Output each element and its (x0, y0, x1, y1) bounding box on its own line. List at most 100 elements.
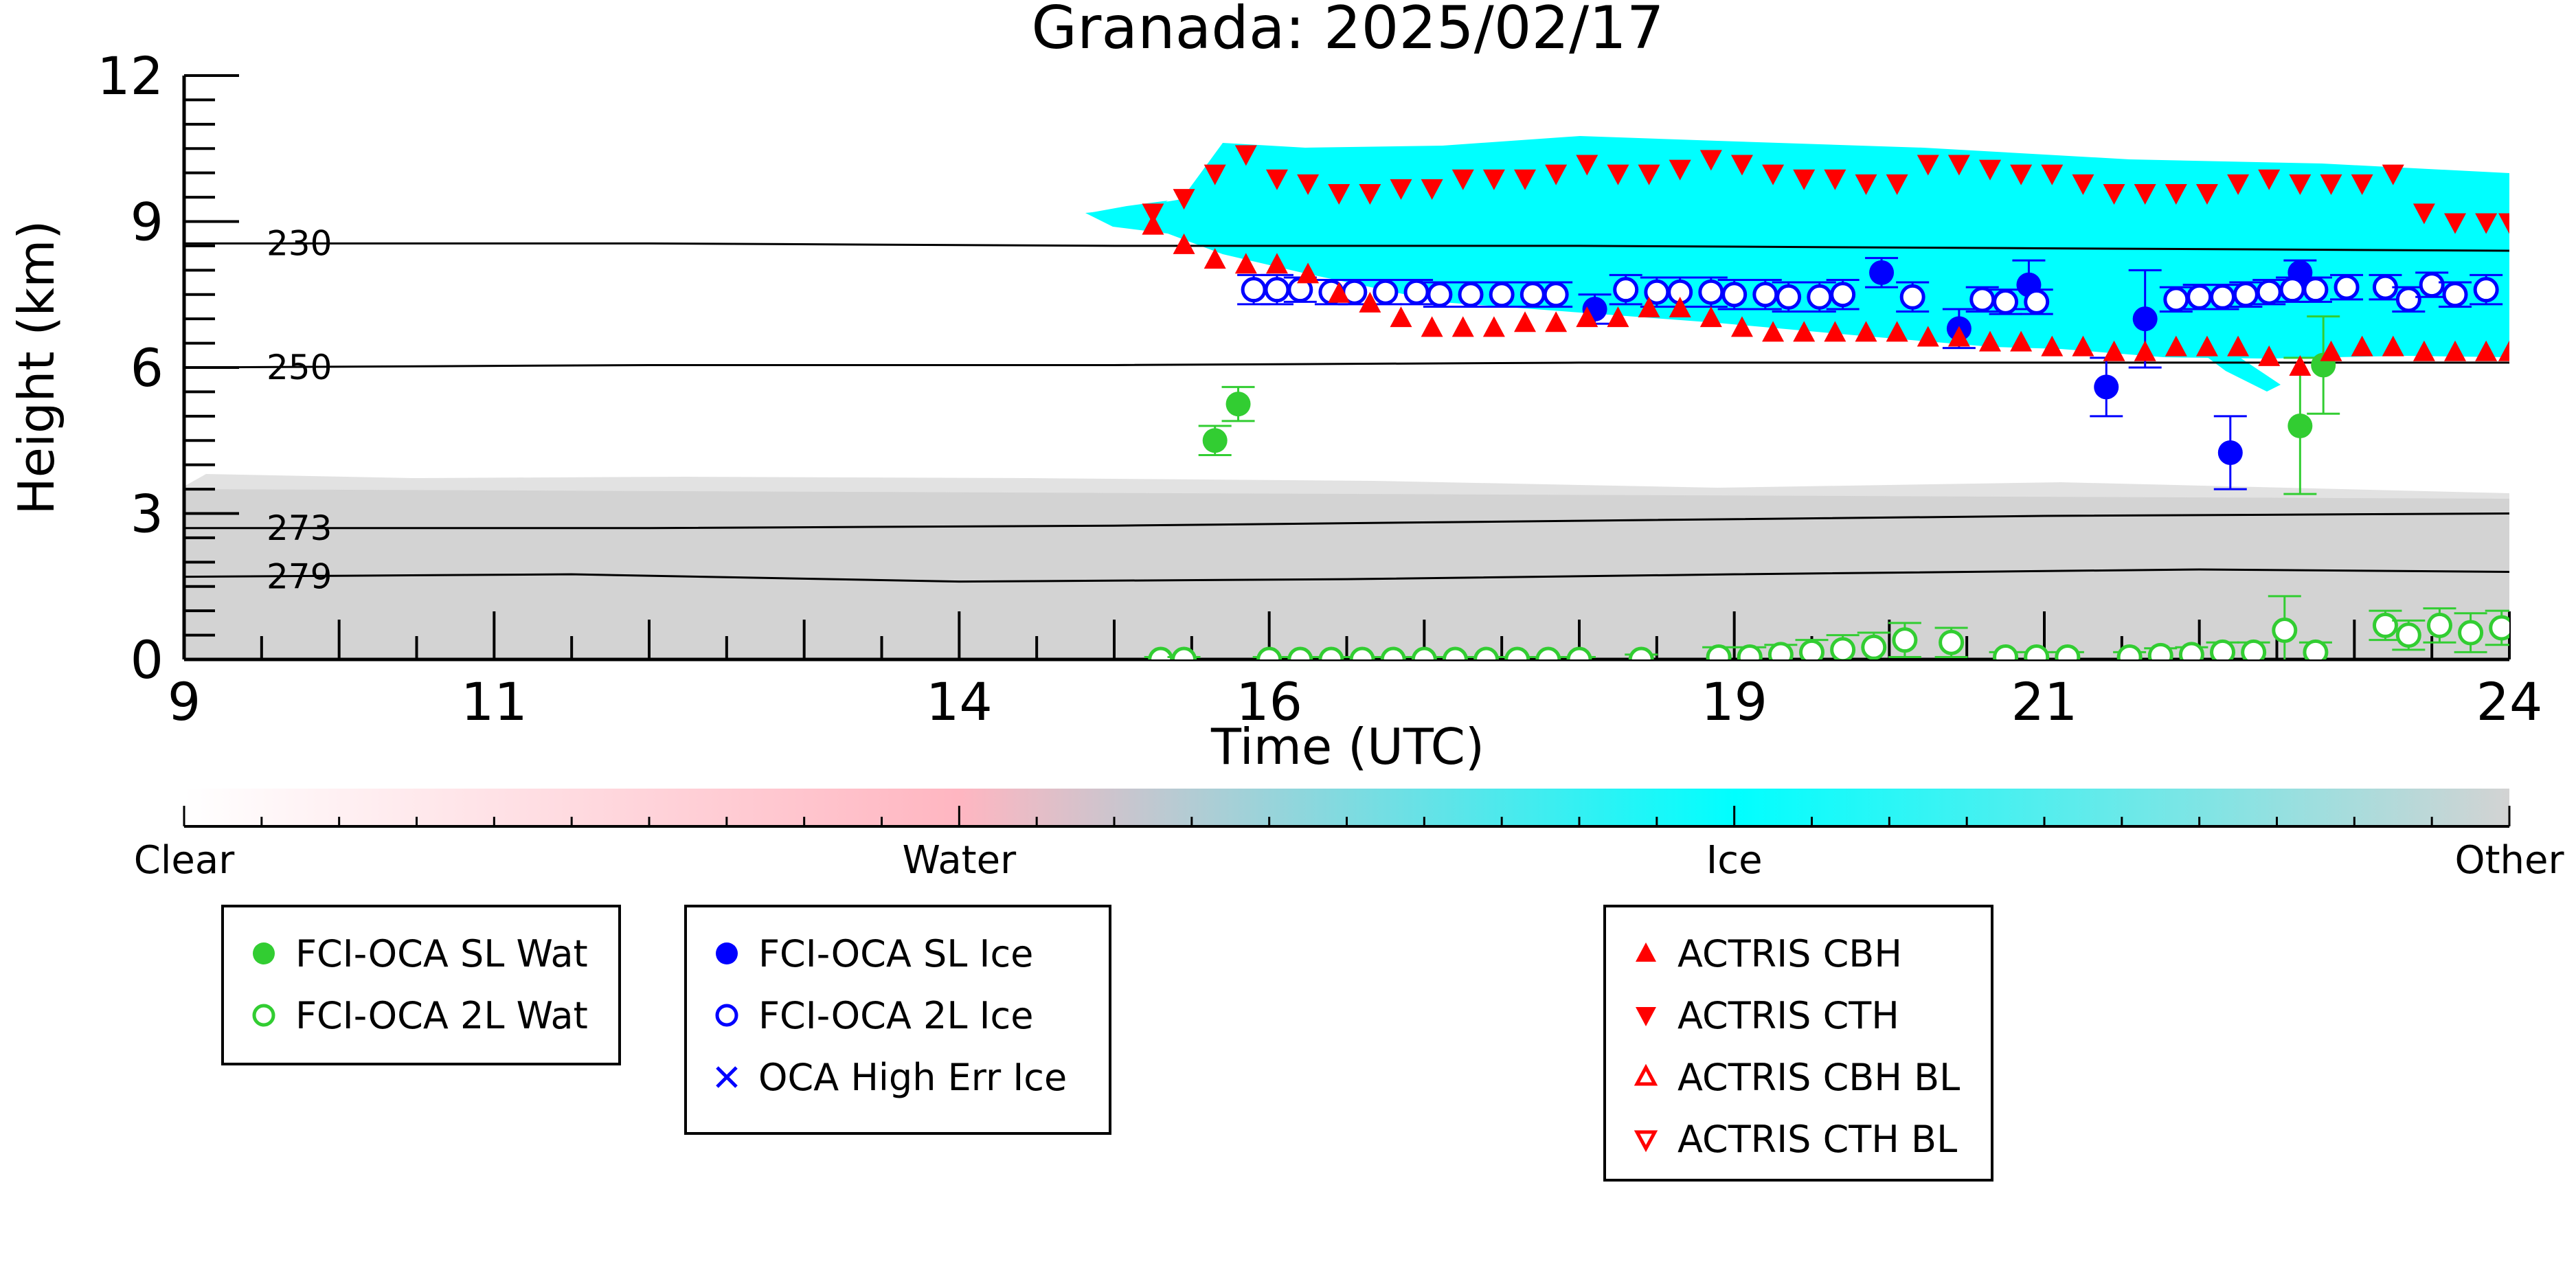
data-point (2382, 335, 2404, 357)
series-actris-cbh (1142, 214, 2509, 376)
data-point (1171, 646, 1197, 659)
data-point (1917, 155, 1939, 176)
data-point (1669, 297, 1691, 317)
data-point (1427, 282, 1453, 308)
data-point (1917, 326, 1939, 347)
data-point (1256, 646, 1283, 659)
chart-title: Granada: 2025/02/17 (1031, 0, 1664, 63)
data-point (2178, 642, 2204, 659)
legend-label: FCI-OCA 2L Wat (295, 993, 588, 1037)
data-point (2217, 440, 2243, 465)
data-point (1566, 646, 1592, 659)
colorbar-label: Clear (134, 838, 235, 883)
open-circle-icon (252, 1004, 275, 1027)
data-point (1411, 646, 1437, 659)
data-point (1234, 253, 1257, 274)
data-point (1173, 233, 1195, 254)
data-point (1721, 282, 1748, 308)
filled-circle-icon (716, 942, 738, 964)
data-point (2372, 612, 2398, 638)
y-tick-label: 0 (131, 629, 163, 690)
data-point (1993, 644, 2019, 659)
data-point (2010, 164, 2033, 185)
data-point (2024, 644, 2050, 659)
data-point (2165, 184, 2187, 205)
data-point (2444, 340, 2467, 361)
data-point (1173, 189, 1195, 210)
data-point (1886, 321, 1908, 342)
data-point (2475, 340, 2498, 361)
isotherm-line-230 (184, 242, 2510, 252)
data-point (1482, 169, 1505, 190)
isotherm-line-273 (184, 512, 2510, 530)
data-point (1519, 282, 1546, 308)
data-point (2116, 644, 2143, 659)
x-tick-label: 9 (168, 671, 201, 732)
data-point (2134, 184, 2156, 205)
legend-label: OCA High Err Ice (758, 1055, 1067, 1099)
data-point (1372, 279, 1399, 305)
data-point (1947, 326, 1970, 347)
x-tick-label: 21 (2011, 671, 2078, 732)
data-point (1264, 277, 1290, 303)
data-point (1535, 646, 1561, 659)
isotherm-label: 250 (267, 348, 332, 387)
data-point (1628, 646, 1654, 659)
legend-entry-actris-cth-bl: ACTRIS CTH BL (1625, 1108, 1991, 1170)
colorbar-label: Water (903, 838, 1017, 883)
data-point (1993, 289, 2019, 315)
data-point (1225, 392, 1251, 417)
legend-label: ACTRIS CBH (1677, 931, 1902, 975)
data-point (1762, 164, 1785, 185)
data-point (2498, 340, 2509, 361)
data-point (2351, 174, 2373, 195)
data-point (2395, 622, 2421, 648)
legend-label: ACTRIS CBH BL (1677, 1055, 1961, 1099)
data-point (2163, 286, 2189, 313)
y-tick-label: 3 (131, 484, 163, 545)
data-point (1328, 184, 1351, 205)
legend-ice: FCI-OCA SL Ice FCI-OCA 2L Ice OCA High E… (684, 905, 1111, 1135)
data-point (2272, 618, 2298, 643)
data-point (2165, 335, 2187, 357)
data-point (2132, 306, 2158, 332)
isotherm-line-250 (183, 361, 2509, 369)
data-point (1265, 169, 1288, 190)
colorbar: Clear Water Ice Other (134, 789, 2564, 883)
legend-entry-fci-oca-2l-wat: FCI-OCA 2L Wat (243, 984, 618, 1046)
data-point (1699, 306, 1722, 328)
data-point (2041, 335, 2064, 357)
legend-label: ACTRIS CTH BL (1677, 1117, 1958, 1161)
data-point (1613, 277, 1639, 303)
data-point (1869, 260, 1895, 285)
legend-label: FCI-OCA SL Wat (295, 931, 588, 975)
data-point (2210, 284, 2236, 310)
data-point (2442, 282, 2468, 308)
data-point (1752, 282, 1778, 308)
data-point (1390, 306, 1412, 328)
data-point (2233, 282, 2259, 308)
data-point (2289, 174, 2312, 195)
series-actris-cth (1142, 145, 2509, 234)
data-point (2303, 277, 2329, 303)
data-point (1892, 627, 1918, 653)
legend-entry-fci-oca-2l-ice: FCI-OCA 2L Ice (706, 984, 1109, 1046)
data-point (2320, 174, 2342, 195)
data-point (1776, 284, 1802, 310)
data-point (2419, 272, 2445, 298)
data-point (1899, 284, 1925, 310)
data-point (2072, 174, 2094, 195)
data-point (2210, 639, 2236, 659)
data-point (1142, 214, 1164, 235)
data-point (2187, 284, 2213, 310)
data-point (1699, 150, 1722, 171)
data-point (1979, 159, 2002, 181)
data-point (1576, 306, 1598, 328)
data-point (2024, 289, 2050, 315)
data-point (2475, 213, 2498, 234)
data-point (1403, 279, 1430, 305)
data-point (1979, 330, 2002, 352)
x-axis-label: Time (UTC) (1210, 718, 1484, 776)
data-point (1142, 203, 1164, 225)
data-point (1458, 282, 1484, 308)
